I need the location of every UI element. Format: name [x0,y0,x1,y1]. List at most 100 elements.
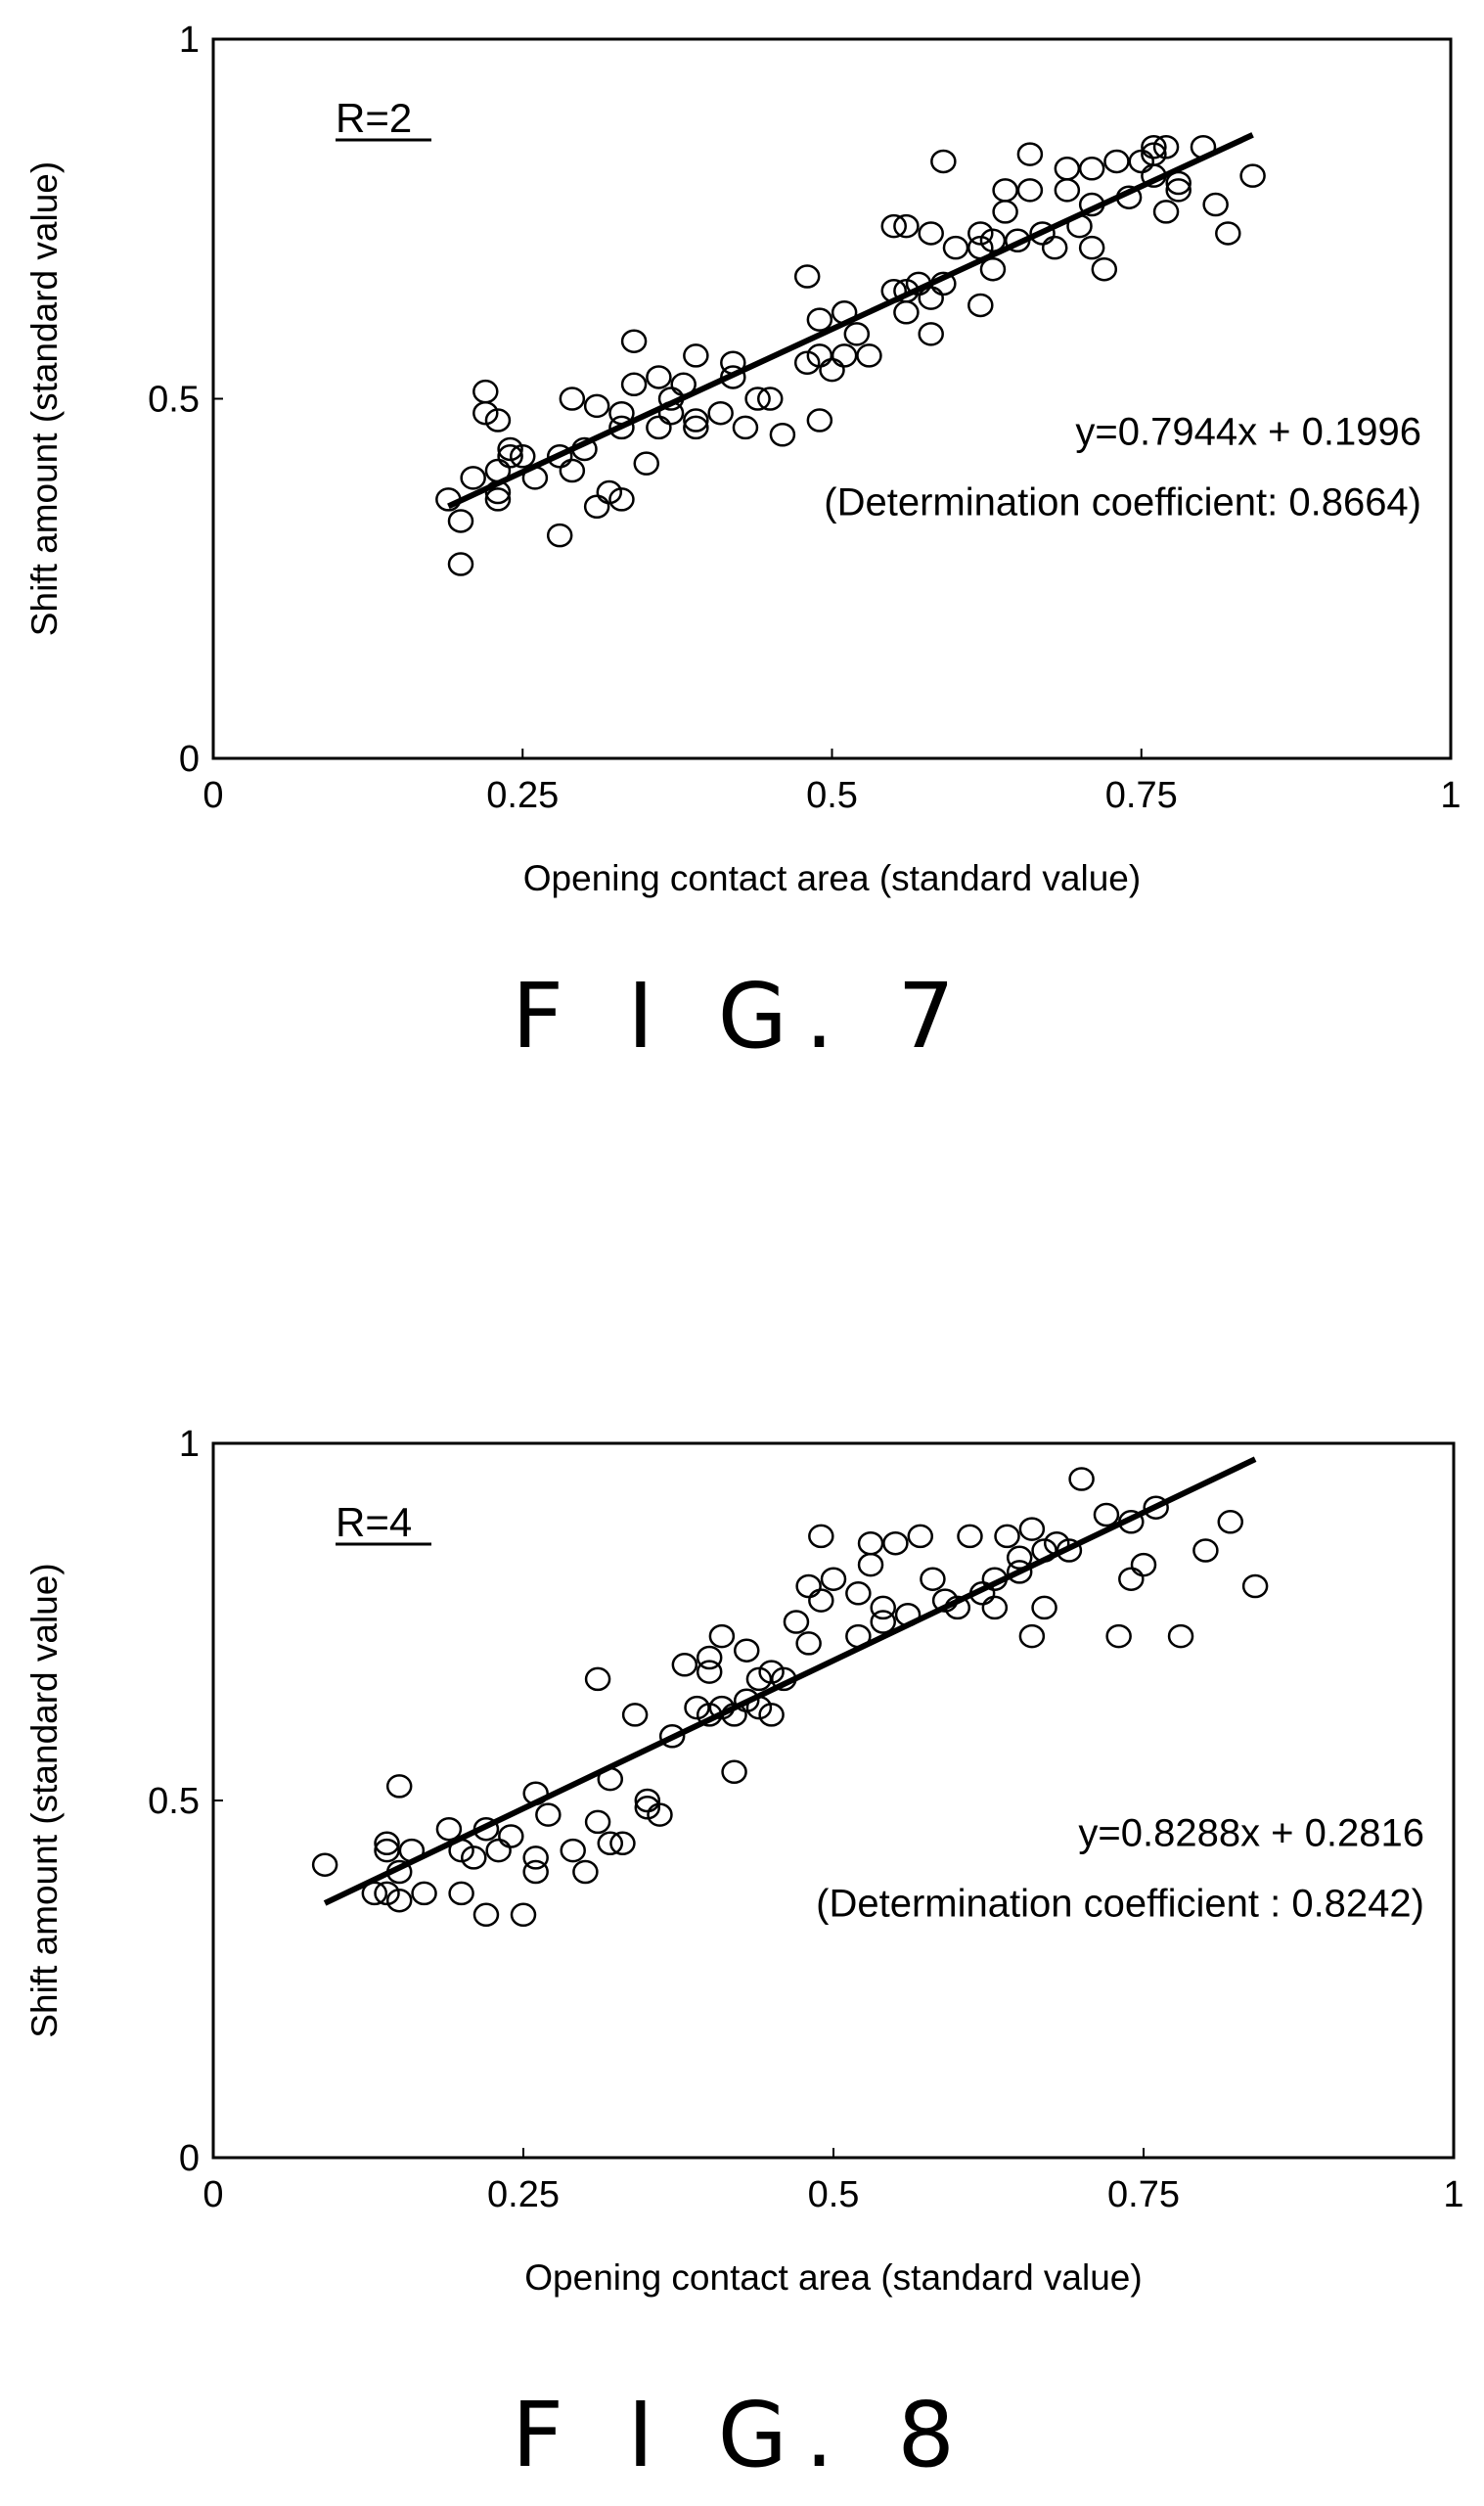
data-point [1054,178,1081,203]
data-point [1006,1560,1033,1584]
figure-caption: F I G. 7 [512,964,972,1069]
data-point [472,1902,500,1928]
x-tick-label: 0.75 [1107,2174,1180,2215]
data-point [1031,1595,1057,1620]
data-point [546,523,573,548]
data-point [942,235,969,260]
data-point [745,1666,773,1692]
scatter-chart-fig7: 0 0.25 0.5 0.75 1 0 0.5 1 Opening contact area (… [24,20,1462,898]
data-point [1152,200,1180,224]
data-point [931,1588,959,1613]
y-tick-label: 0 [179,739,200,780]
data-point [447,552,474,576]
data-point [484,458,512,483]
data-point [930,149,957,174]
data-point [374,1881,400,1906]
plot-frame [211,1441,1456,2160]
y-tick-label: 0.5 [148,1781,200,1822]
data-point [843,322,871,346]
data-point [484,487,512,512]
data-point [1016,178,1044,203]
data-point [806,307,833,332]
data-point [609,1831,636,1856]
data-point [733,1688,760,1713]
data-point [721,1759,747,1785]
data-point [497,444,523,469]
data-point [894,1602,922,1627]
x-tick-label: 0 [202,2174,223,2215]
data-point [621,1703,649,1727]
data-point [769,423,796,447]
data-point [683,408,709,433]
data-point [1165,178,1192,203]
figure-7: 0 0.25 0.5 0.75 1 0 0.5 1 Opening contact area (… [24,20,1462,1069]
data-point [882,1530,909,1556]
data-point [1241,1573,1269,1599]
data-point [385,1774,413,1799]
data-point [608,400,635,426]
data-point [783,1610,810,1634]
data-point [1118,1567,1145,1591]
data-point [745,1695,773,1720]
plot-frame [211,37,1453,760]
data-point [757,387,784,411]
data-point [856,343,882,368]
data-point [374,1831,400,1856]
data-point [1031,1538,1057,1563]
data-point [795,1631,822,1656]
data-point [398,1838,426,1863]
data-point [657,400,685,426]
data-point [831,343,858,368]
data-point [510,444,536,469]
data-point [918,221,944,246]
data-point [808,1524,834,1549]
data-point [521,466,549,490]
data-point [893,300,920,325]
data-point [684,1695,710,1720]
x-axis-label: Opening contact area (standard value) [523,858,1141,898]
data-point [758,1660,785,1684]
data-point [583,393,610,419]
data-point [918,286,944,310]
data-point [1141,135,1167,159]
data-point [1167,1623,1194,1649]
data-point [583,494,610,519]
panel-label: R=2 [336,95,412,141]
x-tick-label: 0 [202,775,223,816]
data-point [633,451,659,476]
data-point [411,1881,437,1906]
data-point [1056,1538,1083,1563]
data-point [510,1902,537,1928]
data-point [485,1838,512,1863]
regression-line [323,1456,1257,1906]
data-point [448,1881,474,1906]
scatter-chart-fig8: 0 0.25 0.5 0.75 1 0 0.5 1 Opening contact area (… [24,1424,1464,2298]
data-point [620,372,648,397]
data-point [460,466,486,490]
data-point [1093,1502,1120,1527]
data-point [1078,157,1105,181]
data-point [597,1831,624,1856]
data-point [820,1567,847,1591]
y-tick-label: 0.5 [148,380,200,421]
data-point [944,1595,971,1620]
data-point [979,228,1007,253]
data-point [806,408,833,433]
data-point [559,458,586,483]
data-point [559,387,586,411]
data-point [1115,185,1143,209]
data-point [522,1859,549,1885]
data-point [819,357,845,383]
data-point [696,1703,723,1727]
data-point [992,200,1018,224]
data-point [808,1588,834,1613]
data-point [608,415,635,440]
y-tick-label: 0 [179,2138,200,2179]
data-point [744,387,771,411]
data-point [435,1816,463,1842]
data-point [930,271,957,296]
data-point [793,264,821,289]
data-point [646,365,672,389]
data-point [1054,157,1081,181]
data-point [1103,149,1130,174]
